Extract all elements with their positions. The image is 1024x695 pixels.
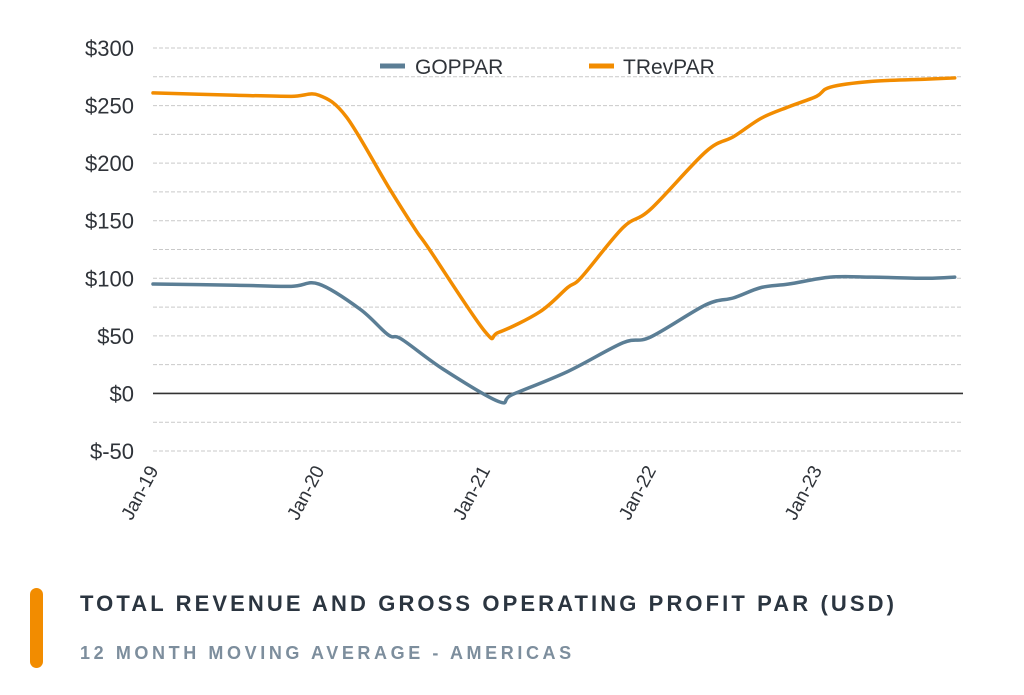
chart-subtitle: 12 MONTH MOVING AVERAGE - AMERICAS bbox=[80, 643, 575, 663]
legend-label-goppar: GOPPAR bbox=[415, 56, 503, 79]
y-tick-label: $300 bbox=[85, 36, 134, 61]
legend: GOPPAR TRevPAR bbox=[380, 56, 715, 79]
y-tick-label: $150 bbox=[85, 209, 134, 234]
legend-label-trevpar: TRevPAR bbox=[623, 56, 715, 79]
y-tick-label: $250 bbox=[85, 94, 134, 119]
y-tick-label: $0 bbox=[110, 381, 134, 406]
series-line-goppar bbox=[151, 274, 957, 405]
gridlines bbox=[153, 47, 963, 452]
x-axis: Jan-19 Jan-20 Jan-21 Jan-22 Jan-23 bbox=[118, 462, 827, 523]
x-tick-label: Jan-22 bbox=[615, 462, 661, 523]
y-tick-label: $100 bbox=[85, 266, 134, 291]
x-tick-label: Jan-23 bbox=[781, 462, 827, 523]
y-tick-label: $-50 bbox=[90, 439, 134, 464]
x-tick-label: Jan-19 bbox=[118, 462, 164, 523]
chart-title: TOTAL REVENUE AND GROSS OPERATING PROFIT… bbox=[80, 591, 898, 616]
accent-bar bbox=[30, 588, 43, 668]
y-tick-label: $200 bbox=[85, 151, 134, 176]
x-tick-label: Jan-21 bbox=[449, 462, 495, 523]
y-tick-label: $50 bbox=[97, 324, 134, 349]
series-lines bbox=[151, 76, 957, 405]
line-chart: $300$250$200$150$100$50$0$-50 Jan-19 Jan-… bbox=[85, 36, 963, 524]
x-tick-label: Jan-20 bbox=[283, 462, 329, 523]
y-axis: $300 $250 $200 $150 $100 $50 $0 $-50 bbox=[85, 36, 134, 464]
series-line-trevpar bbox=[151, 76, 957, 341]
